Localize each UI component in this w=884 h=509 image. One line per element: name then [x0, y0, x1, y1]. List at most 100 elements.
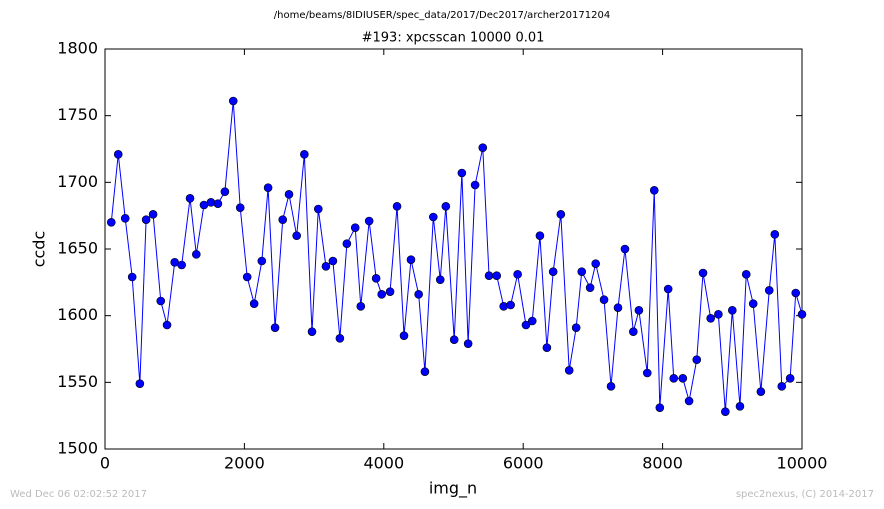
data-point — [356, 302, 366, 311]
data-point — [478, 143, 488, 152]
data-point — [692, 355, 702, 364]
data-point — [797, 310, 807, 319]
data-point — [106, 218, 116, 227]
data-point — [748, 299, 758, 308]
data-point — [120, 214, 130, 223]
data-point — [235, 203, 245, 212]
data-point — [791, 288, 801, 298]
data-point — [399, 331, 409, 340]
data-point — [435, 275, 445, 284]
data-point — [257, 256, 267, 266]
data-point — [591, 259, 600, 268]
data-point — [192, 250, 201, 259]
plot-area — [104, 48, 803, 450]
data-point — [156, 296, 166, 306]
data-point — [449, 335, 459, 344]
data-point — [185, 194, 195, 203]
y-axis-label: ccdc — [30, 231, 49, 268]
data-point — [655, 403, 665, 412]
data-point — [756, 387, 766, 396]
y-tick-label: 1550 — [57, 372, 98, 391]
data-point — [564, 366, 574, 375]
data-point — [620, 244, 630, 254]
data-point — [764, 286, 774, 295]
data-point — [148, 210, 158, 219]
data-point — [492, 271, 502, 280]
x-tick-label: 10000 — [777, 454, 828, 473]
data-point — [457, 168, 467, 178]
y-tick-label: 1650 — [57, 239, 98, 258]
data-point — [785, 374, 795, 383]
data-point — [278, 215, 288, 224]
data-point — [213, 199, 223, 208]
data-point — [428, 212, 438, 222]
data-point — [642, 368, 652, 378]
x-tick-label: 8000 — [642, 454, 683, 473]
data-point — [513, 270, 522, 279]
data-point — [727, 306, 737, 315]
data-point — [313, 204, 323, 214]
data-point — [113, 150, 123, 159]
data-point — [335, 334, 345, 343]
data-point — [556, 210, 566, 219]
data-point — [599, 295, 609, 304]
data-point — [162, 320, 172, 330]
footer-timestamp: Wed Dec 06 02:02:52 2017 — [10, 489, 147, 500]
data-point — [613, 303, 623, 312]
data-point — [499, 302, 508, 311]
data-point — [521, 320, 531, 330]
data-point — [663, 284, 673, 294]
y-tick-label: 1600 — [57, 305, 98, 324]
data-point — [385, 287, 395, 296]
data-point — [577, 267, 587, 276]
data-point — [548, 267, 558, 276]
data-point — [284, 190, 294, 199]
data-point — [721, 407, 730, 416]
data-point — [328, 256, 338, 266]
data-point — [678, 374, 688, 383]
data-point — [571, 323, 581, 332]
data-point — [770, 230, 780, 239]
data-point — [777, 382, 787, 391]
data-point — [535, 231, 545, 240]
data-point — [127, 272, 137, 282]
data-point — [606, 382, 616, 391]
x-tick-label: 6000 — [503, 454, 544, 473]
data-point — [684, 396, 694, 406]
data-point — [364, 216, 374, 226]
data-point — [463, 339, 473, 348]
x-tick-label: 2000 — [224, 454, 265, 473]
data-point — [735, 402, 745, 411]
data-point — [392, 202, 402, 211]
data-point — [585, 283, 595, 292]
data-point — [270, 323, 280, 332]
y-tick-label: 1500 — [57, 439, 98, 458]
y-tick-label: 1700 — [57, 172, 98, 191]
data-point — [242, 272, 252, 282]
data-point — [371, 274, 381, 283]
data-point — [484, 271, 494, 280]
data-point — [669, 374, 679, 383]
data-point — [406, 255, 416, 264]
data-point — [249, 299, 259, 308]
data-point — [307, 327, 317, 336]
data-point — [135, 379, 145, 388]
data-point — [342, 239, 352, 248]
data-point — [300, 150, 309, 159]
data-point — [714, 310, 723, 319]
data-point — [220, 187, 230, 196]
data-point — [420, 367, 430, 376]
data-point — [629, 327, 638, 336]
data-line — [110, 100, 803, 412]
data-point — [377, 290, 387, 299]
data-point — [470, 180, 480, 190]
suptitle: /home/beams/8IDIUSER/spec_data/2017/Dec2… — [274, 10, 610, 21]
chart-title: #193: xpcsscan 10000 0.01 — [362, 31, 545, 46]
data-point — [206, 198, 216, 207]
data-point — [321, 262, 331, 271]
data-point — [706, 314, 715, 323]
y-tick-label: 1750 — [57, 105, 98, 124]
data-point — [506, 300, 515, 310]
data-point — [141, 215, 151, 224]
